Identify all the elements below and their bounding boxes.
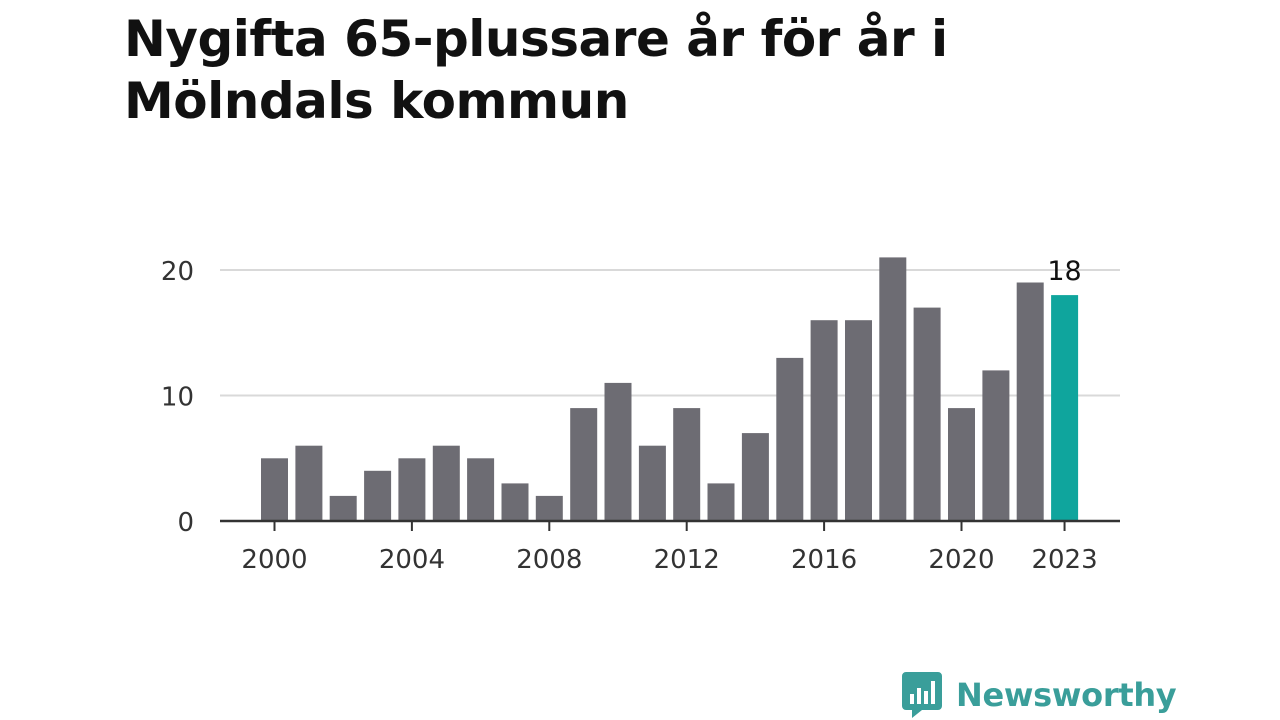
bar-2005	[432, 445, 460, 521]
bar-2014	[741, 433, 769, 521]
bar-2003	[364, 470, 392, 521]
x-tick-label: 2004	[379, 545, 445, 575]
brand-logo: Newsworthy	[902, 670, 1177, 720]
bar-chart-speech-bubble-icon	[902, 672, 942, 718]
bar-2002	[329, 495, 357, 521]
bar-2017	[845, 320, 872, 521]
bar-2021	[982, 370, 1010, 521]
x-tick-label: 2008	[516, 545, 582, 575]
x-tick-label: 2023	[1031, 545, 1097, 575]
bar-2012	[673, 408, 701, 521]
x-axis	[220, 519, 1120, 531]
x-tick-label: 2000	[241, 545, 307, 575]
bar-2004	[398, 458, 426, 522]
bar-2013	[707, 483, 735, 521]
bar-2022	[1016, 282, 1044, 521]
labels: 0 10 20 2000 2004 2008 2012 2016 2020 2023 18	[161, 256, 1098, 575]
y-tick-label: 0	[177, 508, 194, 538]
bar-2001	[295, 445, 323, 521]
bar-2008	[535, 495, 563, 521]
y-tick-label: 20	[161, 257, 194, 287]
bar-2016	[810, 320, 838, 521]
bar-2010	[604, 382, 632, 521]
gridlines	[220, 269, 1120, 397]
brand-name: Newsworthy	[956, 676, 1177, 714]
bar-2009	[570, 408, 598, 521]
x-tick-label: 2020	[928, 545, 994, 575]
bar-2000	[261, 458, 288, 522]
bar-2007	[501, 483, 529, 521]
chart-title: Nygifta 65-plussare år för år i Mölndals…	[124, 10, 948, 130]
bar-2018	[879, 257, 907, 521]
bar-2019	[913, 307, 941, 521]
bar-2023	[1051, 295, 1079, 521]
y-tick-label: 10	[161, 383, 194, 413]
bar-2015	[776, 357, 804, 521]
x-tick-label: 2016	[791, 545, 857, 575]
bar-2020	[948, 408, 975, 521]
bar-2006	[467, 458, 495, 522]
bars	[261, 257, 1079, 522]
x-tick-label: 2012	[654, 545, 720, 575]
data-label-2023: 18	[1047, 256, 1081, 287]
bar-2011	[638, 445, 666, 521]
